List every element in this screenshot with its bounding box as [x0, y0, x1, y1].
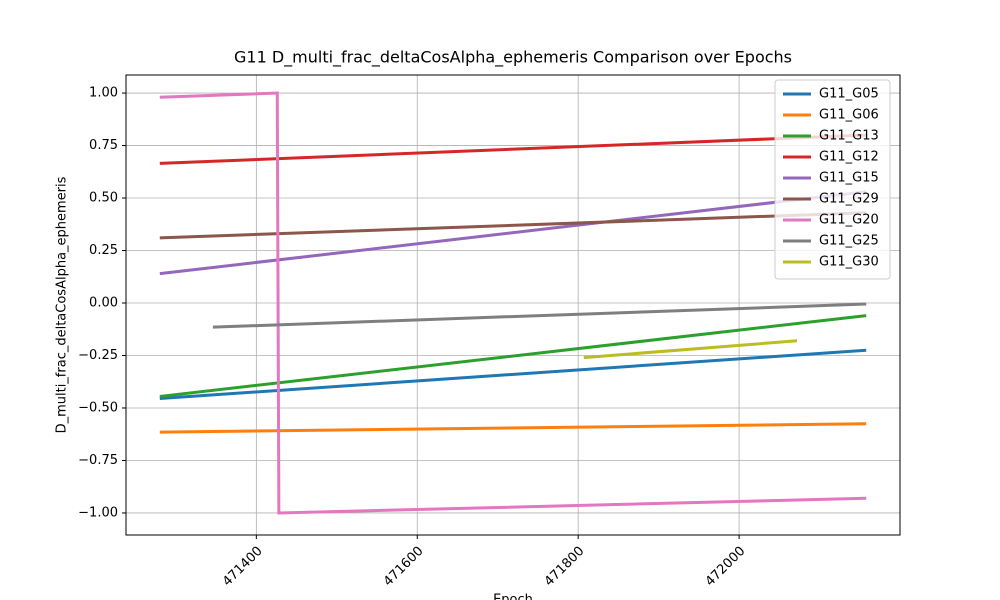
legend-label: G11_G15	[819, 171, 879, 186]
legend-label: G11_G30	[819, 255, 879, 270]
legend: G11_G05 G11_G06 G11_G13 G11_G12 G11_G15 G11_G…	[774, 79, 891, 280]
series-line	[583, 339, 798, 360]
legend-label: G11_G29	[819, 192, 879, 207]
y-tick-label: 0.25	[89, 243, 118, 258]
y-tick-label: 0.00	[89, 296, 118, 311]
y-tick-label: 1.00	[89, 86, 118, 101]
legend-label: G11_G20	[819, 213, 879, 228]
x-axis-label: Epoch	[493, 593, 533, 600]
legend-label: G11_G12	[819, 150, 879, 165]
series-line	[212, 302, 867, 329]
y-tick-label: 0.75	[89, 138, 118, 153]
y-tick-label: −0.75	[78, 453, 118, 468]
y-tick-label: −0.50	[78, 400, 118, 415]
plot-frame	[125, 74, 901, 536]
y-axis-label: D_multi_frac_deltaCosAlpha_ephemeris	[55, 176, 70, 433]
y-tick-label: −1.00	[78, 505, 118, 520]
series-line	[159, 91, 867, 515]
legend-label: G11_G05	[819, 87, 879, 102]
legend-box	[774, 79, 891, 280]
chart-title: G11 D_multi_frac_deltaCosAlpha_ephemeris…	[234, 48, 792, 68]
y-tick-label: −0.25	[78, 348, 118, 363]
legend-label: G11_G25	[819, 234, 879, 249]
legend-label: G11_G13	[819, 129, 879, 144]
y-tick-label: 0.50	[89, 191, 118, 206]
legend-label: G11_G06	[819, 108, 879, 123]
